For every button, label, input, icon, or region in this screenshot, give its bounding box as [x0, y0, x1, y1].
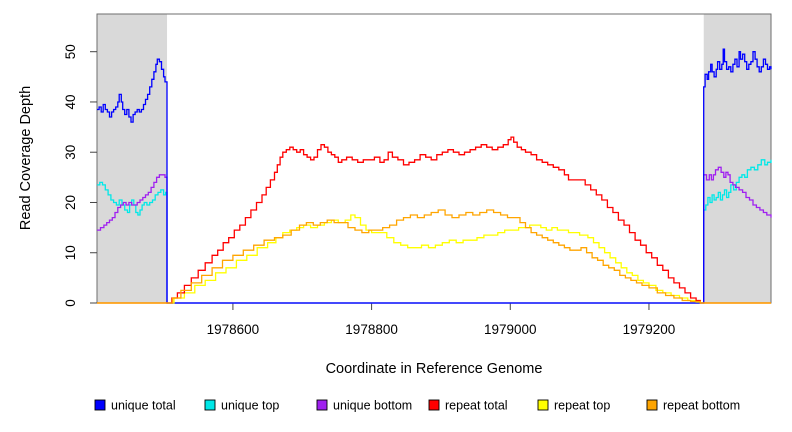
x-axis-title: Coordinate in Reference Genome	[326, 361, 543, 377]
legend-swatch-repeat-bottom	[646, 399, 658, 411]
series-repeat-top-line	[97, 214, 771, 304]
series-repeat-bottom-line	[97, 209, 771, 304]
y-tick-label: 30	[63, 145, 78, 160]
shaded-region-left	[97, 14, 168, 303]
legend-label-repeat-top: repeat top	[554, 399, 610, 413]
series-unique-total-line	[97, 48, 772, 304]
plot-layers: 1978600 1978800 1979000 1979200 0 10 20 30 40 50 u…	[63, 13, 772, 413]
y-tick-label: 20	[63, 195, 78, 210]
shaded-region-right	[703, 14, 771, 303]
legend-label-unique-top: unique top	[221, 399, 279, 413]
x-tick-label: 1978600	[207, 322, 260, 337]
x-tick-label: 1979200	[623, 322, 676, 337]
y-tick-label: 40	[63, 94, 78, 109]
legend-swatch-unique-total	[94, 399, 106, 411]
legend-label-repeat-bottom: repeat bottom	[663, 399, 740, 413]
y-tick-label: 50	[63, 44, 78, 59]
legend-label-unique-bottom: unique bottom	[333, 399, 412, 413]
legend-label-unique-total: unique total	[111, 399, 176, 413]
series-repeat-total-line	[97, 136, 771, 304]
series-unique-top-line	[97, 159, 772, 304]
legend-swatch-repeat-top	[537, 399, 549, 411]
legend-label-repeat-total: repeat total	[445, 399, 508, 413]
y-tick-label: 0	[63, 299, 78, 307]
legend-swatch-unique-top	[204, 399, 216, 411]
x-tick-label: 1979000	[484, 322, 537, 337]
legend-swatch-unique-bottom	[316, 399, 328, 411]
legend-swatch-repeat-total	[428, 399, 440, 411]
y-axis-title: Read Coverage Depth	[18, 86, 34, 230]
plot-box	[96, 13, 772, 304]
y-tick-label: 10	[63, 245, 78, 260]
x-tick-label: 1978800	[345, 322, 398, 337]
